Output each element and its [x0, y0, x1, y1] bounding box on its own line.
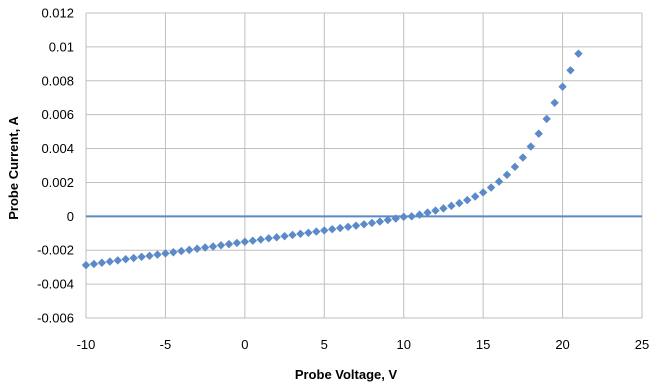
data-point [224, 239, 234, 249]
data-point [185, 245, 194, 255]
data-point [359, 220, 369, 229]
x-tick-label: 20 [555, 337, 569, 352]
data-point [296, 229, 305, 238]
x-tick-label: -5 [160, 337, 172, 352]
data-point [375, 217, 385, 226]
data-point [558, 82, 567, 91]
data-point [320, 226, 329, 235]
y-tick-label: -0.006 [37, 311, 74, 326]
data-point [566, 66, 575, 75]
data-points [81, 49, 583, 270]
data-point [89, 259, 99, 269]
x-tick-label: 0 [241, 337, 248, 352]
data-point [256, 235, 265, 244]
data-point [304, 228, 313, 237]
y-tick-label: 0.008 [41, 73, 74, 88]
data-point [463, 195, 472, 205]
x-axis-title: Probe Voltage, V [295, 367, 398, 382]
data-point [216, 241, 226, 250]
data-point [105, 257, 115, 266]
data-point [471, 192, 480, 201]
data-point [193, 244, 202, 253]
y-tick-label: -0.004 [37, 277, 74, 292]
data-point [351, 221, 361, 230]
data-point [383, 215, 393, 225]
y-tick-label: 0.006 [41, 107, 74, 122]
data-point [455, 198, 464, 208]
data-point [200, 243, 210, 252]
data-point [423, 208, 432, 217]
gridlines [85, 12, 643, 319]
data-point [248, 236, 257, 245]
data-point [494, 177, 504, 186]
data-point [288, 230, 297, 240]
data-point [542, 114, 551, 124]
data-point [97, 258, 107, 267]
y-tick-label: -0.002 [37, 243, 74, 258]
data-point [312, 227, 321, 236]
data-point [121, 255, 130, 264]
data-point [81, 260, 91, 270]
x-tick-label: -10 [77, 337, 96, 352]
data-point [574, 49, 583, 58]
y-tick-label: 0 [67, 209, 74, 224]
y-tick-label: 0.012 [41, 6, 74, 21]
data-point [526, 142, 535, 151]
data-point [502, 170, 512, 180]
data-point [153, 250, 162, 259]
data-point [550, 98, 559, 108]
data-point [208, 242, 218, 251]
data-point [129, 253, 138, 263]
data-point [161, 249, 170, 258]
data-point [145, 251, 154, 261]
data-point [280, 231, 289, 241]
data-point [518, 153, 528, 162]
data-point [407, 212, 416, 221]
x-tick-label: 25 [635, 337, 649, 352]
y-tick-label: 0.004 [41, 141, 74, 156]
data-point [431, 206, 440, 215]
data-point [264, 234, 273, 243]
data-point [367, 218, 377, 228]
data-point [169, 248, 178, 257]
data-point [328, 225, 337, 234]
y-axis-title: Probe Current, A [6, 116, 21, 220]
data-point [399, 212, 408, 222]
x-tick-label: 15 [476, 337, 490, 352]
data-point [391, 214, 400, 223]
data-point [510, 162, 520, 172]
data-point [137, 252, 146, 262]
tick-labels: -10 -5 0 5 10 15 20 25 -0.006 -0.004 -0.002 0 0.002 0… [37, 6, 649, 353]
data-point [447, 201, 456, 211]
data-point [439, 204, 448, 213]
y-tick-label: 0.01 [49, 39, 74, 54]
data-point [534, 129, 543, 138]
data-point [486, 183, 496, 192]
data-point [232, 238, 242, 248]
x-tick-label: 10 [396, 337, 410, 352]
x-tick-label: 5 [321, 337, 328, 352]
data-point [343, 222, 353, 232]
data-point [240, 237, 250, 246]
data-point [272, 233, 281, 242]
data-point [177, 246, 186, 256]
data-point [415, 210, 424, 219]
y-tick-label: 0.002 [41, 175, 74, 190]
data-point [113, 256, 122, 265]
data-point [478, 188, 488, 197]
data-point [335, 223, 345, 233]
